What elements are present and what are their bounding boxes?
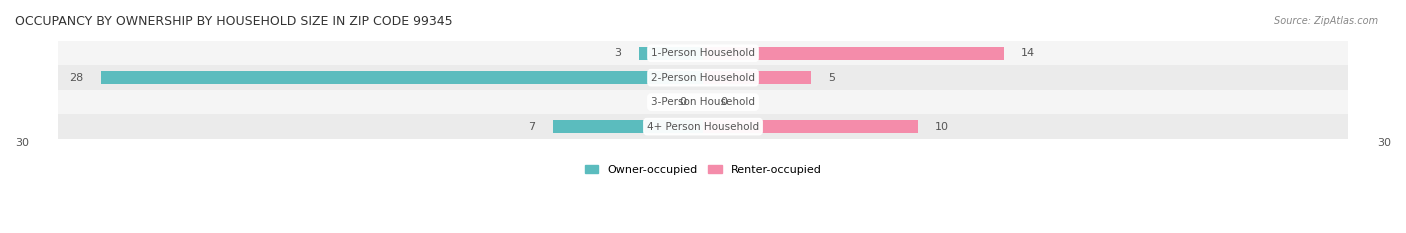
Bar (703, 71, 810, 84)
Bar (58, 65, 1348, 90)
Bar (101, 71, 703, 84)
Bar (58, 114, 1348, 139)
Text: 5: 5 (828, 73, 835, 83)
Text: 0: 0 (720, 97, 727, 107)
Text: 1-Person Household: 1-Person Household (651, 48, 755, 58)
Text: Source: ZipAtlas.com: Source: ZipAtlas.com (1274, 16, 1378, 26)
Text: OCCUPANCY BY OWNERSHIP BY HOUSEHOLD SIZE IN ZIP CODE 99345: OCCUPANCY BY OWNERSHIP BY HOUSEHOLD SIZE… (15, 15, 453, 28)
Bar (58, 90, 1348, 114)
Bar (703, 47, 1004, 60)
Text: 3: 3 (614, 48, 621, 58)
Text: 0: 0 (679, 97, 686, 107)
Text: 28: 28 (69, 73, 84, 83)
Text: 14: 14 (1021, 48, 1035, 58)
Text: 4+ Person Household: 4+ Person Household (647, 122, 759, 132)
Bar (638, 47, 703, 60)
Text: 30: 30 (15, 137, 30, 147)
Legend: Owner-occupied, Renter-occupied: Owner-occupied, Renter-occupied (581, 160, 825, 179)
Bar (553, 120, 703, 133)
Text: 30: 30 (1376, 137, 1391, 147)
Bar (58, 41, 1348, 65)
Text: 7: 7 (529, 122, 536, 132)
Text: 3-Person Household: 3-Person Household (651, 97, 755, 107)
Text: 2-Person Household: 2-Person Household (651, 73, 755, 83)
Text: 10: 10 (935, 122, 949, 132)
Bar (703, 120, 918, 133)
